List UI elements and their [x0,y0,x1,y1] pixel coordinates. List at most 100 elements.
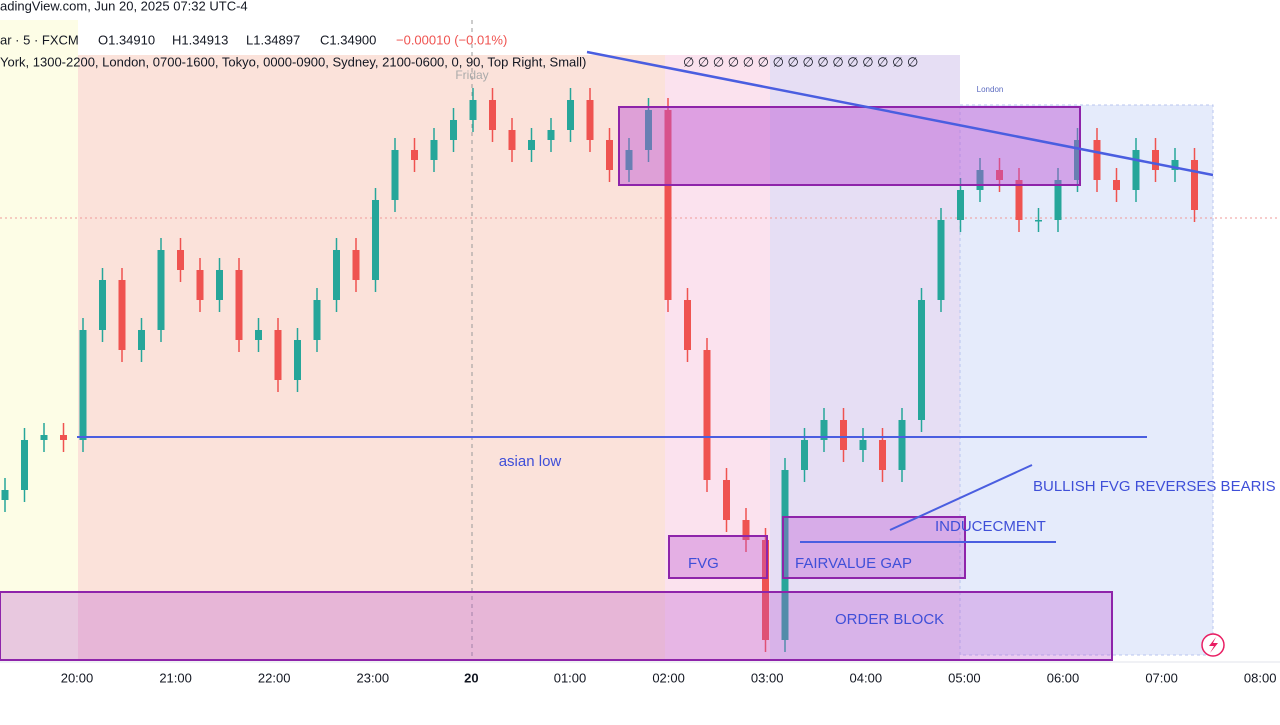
candle-body [372,200,379,280]
candle-body [508,130,516,150]
candle-body [547,130,555,140]
candle-body [274,330,282,380]
x-tick-label: 20 [464,670,478,685]
candle-body [294,340,301,380]
arrow-line [889,464,1033,531]
supply-zone [618,106,1081,186]
candle-body [99,280,106,330]
order-block [0,591,1113,661]
candle-body [313,300,321,340]
ohlc-low: L1.34897 [246,32,300,47]
x-tick-label: 05:00 [948,670,981,685]
candle-body [79,330,87,440]
candle-body [703,350,711,480]
candle-body [996,170,1003,180]
candle-body [60,435,67,440]
candle-body [586,100,594,140]
icons: ∅ ∅ ∅ ∅ ∅ ∅ ∅ ∅ ∅ ∅ ∅ ∅ ∅ ∅ ∅ ∅ [683,54,918,69]
candle-body [976,170,984,190]
candle-body [411,150,418,160]
candle-body [450,120,457,140]
x-tick-label: 20:00 [61,670,94,685]
candle-body [196,270,204,300]
candle-body [216,270,223,300]
candle-body [742,520,750,540]
annotation: INDUCECMENT [935,518,1046,535]
candle-body [177,250,184,270]
x-tick-label: 23:00 [357,670,390,685]
session-bg [78,55,665,660]
x-tick-label: 07:00 [1145,670,1178,685]
candle-body [781,470,789,640]
candle-body [40,435,48,440]
ohlc-open: O1.34910 [98,32,155,47]
candle-body [1113,180,1120,190]
candle-body [684,300,691,350]
x-tick-label: 04:00 [850,670,883,685]
x-tick-label: 02:00 [652,670,685,685]
x-tick-label: 03:00 [751,670,784,685]
candle-body [1093,140,1101,180]
candle-body [820,420,828,440]
candle-body [430,140,438,160]
session-bg [770,55,960,660]
sessions: York, 1300-2200, London, 0700-1600, Toky… [0,54,586,69]
day-label: Friday [455,68,488,82]
candle-body [567,100,574,130]
candle-body [625,150,633,170]
x-tick-label: 08:00 [1244,670,1277,685]
ohlc-high: H1.34913 [172,32,228,47]
candle-body [138,330,145,350]
candle-body [898,420,906,470]
candle-body [1171,160,1179,170]
alert-icon-bolt [1209,637,1218,653]
candle-body [1132,150,1140,190]
candle-body [606,140,613,170]
candles [1,88,1198,652]
session-bg [0,20,78,660]
candle-body [1074,140,1081,180]
trendline [586,50,1214,177]
candle-body [1191,160,1198,210]
x-tick-label: 21:00 [159,670,192,685]
annotation: BULLISH FVG REVERSES BEARIS [1033,478,1276,495]
candle-body [859,440,867,450]
candle-body [1,490,9,500]
source: adingView.com, Jun 20, 2025 07:32 UTC-4 [0,0,248,13]
candle-body [469,100,477,120]
fvg-zone [668,535,768,579]
candle-body [937,220,945,300]
candle-body [1015,180,1023,220]
candle-body [391,150,399,200]
candle-body [879,440,886,470]
session-label: London [977,85,1004,94]
candle-body [118,280,126,350]
x-tick-label: 01:00 [554,670,587,685]
annotation: FVG [688,555,719,572]
candle-body [840,420,847,450]
annotation: FAIRVALUE GAP [795,555,912,572]
candle-body [1035,220,1042,222]
candle-body [918,300,925,420]
candle-body [157,250,165,330]
candle-body [957,190,964,220]
candle-body [489,100,496,130]
x-tick-label: 22:00 [258,670,291,685]
x-tick-label: 06:00 [1047,670,1080,685]
change: −0.00010 (−0.01%) [396,32,507,47]
ohlc-close: C1.34900 [320,32,376,47]
candle-body [1054,180,1062,220]
candle-body [762,540,769,640]
candle-body [723,480,730,520]
candle-body [645,110,652,150]
candle-body [1152,150,1159,170]
fvg-zone [782,516,966,579]
annotation: ORDER BLOCK [835,611,944,628]
candle-body [21,440,28,490]
candle-body [235,270,243,340]
candle-body [333,250,340,300]
session-bg [665,55,770,660]
candle-body [664,110,672,300]
candle-body [528,140,535,150]
